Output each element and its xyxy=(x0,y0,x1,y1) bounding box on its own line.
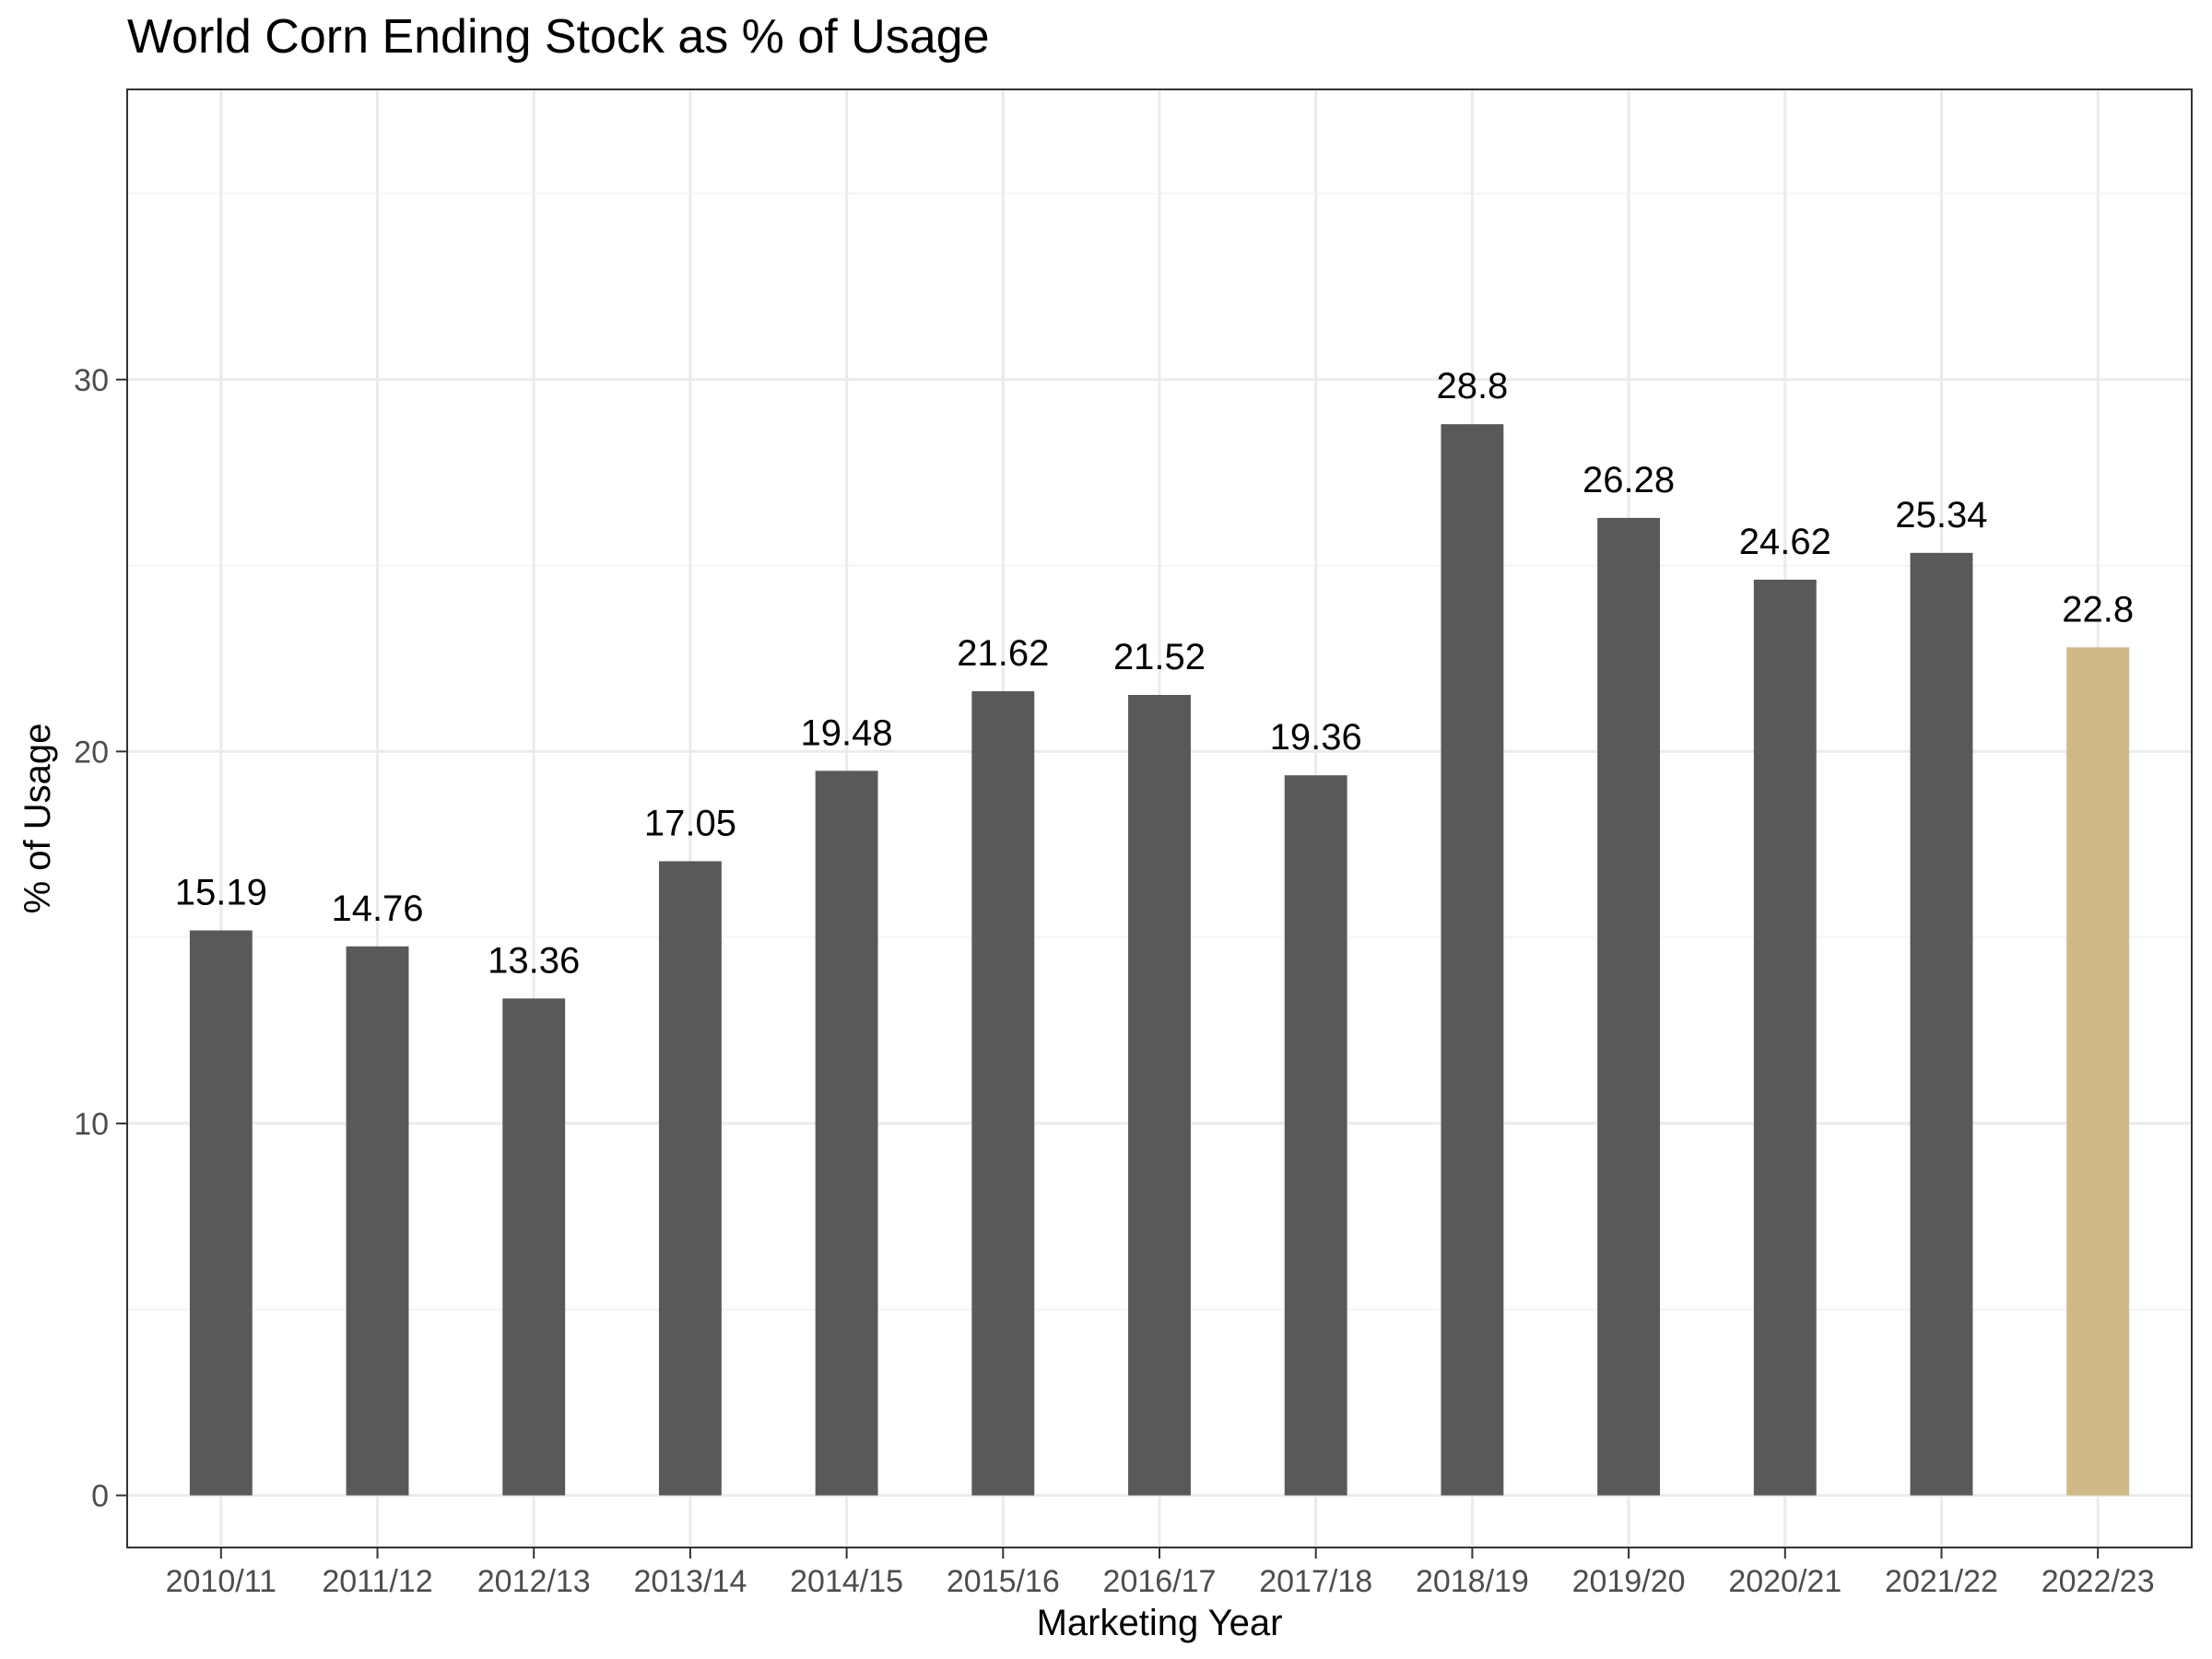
data-label: 26.28 xyxy=(1583,460,1675,500)
bar-2012-13 xyxy=(502,998,566,1496)
y-tick-label: 10 xyxy=(74,1107,109,1142)
bar-2011-12 xyxy=(346,946,409,1496)
bar-2014-15 xyxy=(815,771,878,1496)
data-label: 13.36 xyxy=(488,940,580,981)
x-tick-label: 2014/15 xyxy=(790,1564,903,1599)
data-label: 21.62 xyxy=(957,633,1049,674)
data-label: 21.52 xyxy=(1113,637,1206,677)
data-label: 22.8 xyxy=(2062,589,2134,629)
data-label: 19.36 xyxy=(1270,717,1362,758)
bar-2013-14 xyxy=(658,861,722,1496)
x-axis: 2010/11 2011/12 2012/13 2013/14 2014/15 2015/… xyxy=(166,1547,2155,1599)
bar-2010-11 xyxy=(189,930,253,1496)
data-label: 14.76 xyxy=(331,888,423,929)
data-labels: 15.19 14.76 13.36 17.05 19.48 21.62 21.52 19.36… xyxy=(175,366,2134,981)
data-label: 25.34 xyxy=(1895,495,1987,535)
x-tick-label: 2010/11 xyxy=(166,1564,276,1599)
bar-2019-20 xyxy=(1597,517,1661,1496)
data-label: 24.62 xyxy=(1739,522,1831,562)
x-tick-label: 2011/12 xyxy=(322,1564,432,1599)
data-label: 19.48 xyxy=(801,712,893,753)
x-tick-label: 2017/18 xyxy=(1259,1564,1372,1599)
y-axis: 0 10 20 30 xyxy=(74,363,127,1514)
bar-2018-19 xyxy=(1441,424,1504,1496)
x-tick-label: 2013/14 xyxy=(633,1564,747,1599)
data-label: 28.8 xyxy=(1436,366,1508,406)
y-tick-label: 0 xyxy=(91,1479,109,1514)
bar-2017-18 xyxy=(1284,775,1347,1496)
bar-2020-21 xyxy=(1753,579,1817,1496)
y-tick-label: 20 xyxy=(74,735,109,770)
data-label: 15.19 xyxy=(175,872,267,912)
x-tick-label: 2020/21 xyxy=(1728,1564,1841,1599)
bar-2016-17 xyxy=(1128,695,1191,1496)
bar-2015-16 xyxy=(971,690,1035,1496)
bar-2021-22 xyxy=(1910,552,1973,1496)
chart-title: World Corn Ending Stock as % of Usage xyxy=(127,10,990,64)
x-tick-label: 2018/19 xyxy=(1416,1564,1529,1599)
x-tick-label: 2021/22 xyxy=(1885,1564,1998,1599)
bars xyxy=(189,424,2130,1496)
x-tick-label: 2016/17 xyxy=(1103,1564,1217,1599)
y-axis-title: % of Usage xyxy=(18,724,58,914)
y-tick-label: 30 xyxy=(74,363,109,398)
bar-2022-23 xyxy=(2066,647,2130,1496)
x-axis-title: Marketing Year xyxy=(1037,1603,1283,1643)
x-tick-label: 2022/23 xyxy=(2041,1564,2155,1599)
x-tick-label: 2019/20 xyxy=(1572,1564,1686,1599)
x-tick-label: 2015/16 xyxy=(947,1564,1060,1599)
x-tick-label: 2012/13 xyxy=(477,1564,591,1599)
data-label: 17.05 xyxy=(644,803,736,843)
